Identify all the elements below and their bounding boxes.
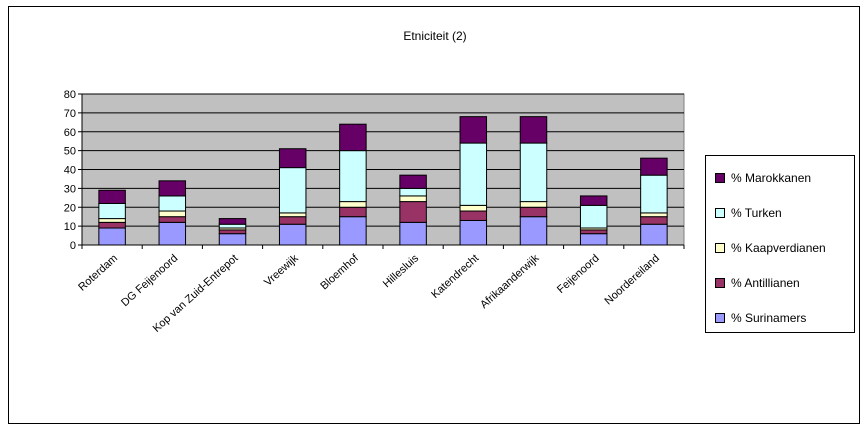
bar-segment (640, 223, 668, 246)
bar-segment (519, 216, 548, 246)
bar-segment (158, 221, 187, 246)
legend-swatch (715, 173, 725, 183)
bar-segment (459, 204, 488, 212)
bar-segment (579, 204, 608, 229)
bar-segment (339, 206, 367, 218)
y-tick-label: 50 (64, 146, 76, 158)
legend-item: % Antillianen (715, 275, 800, 291)
bar-segment (339, 216, 367, 246)
bar-segment (579, 195, 608, 206)
bar-segment (640, 174, 668, 214)
x-tick-label: Roterdam (76, 252, 120, 293)
legend-label: % Kaapverdianen (731, 241, 826, 255)
bar-segment (98, 202, 126, 220)
bar-segment (459, 219, 488, 246)
x-tick-label: Afrikaanderwijk (478, 252, 542, 311)
bar-segment (519, 201, 548, 208)
bar-segment (640, 212, 668, 218)
legend-label: % Turken (731, 206, 782, 220)
bar-segment (399, 201, 427, 223)
legend-swatch (715, 208, 725, 218)
y-tick-label: 30 (64, 183, 76, 195)
bar-segment (640, 216, 668, 225)
legend-swatch (715, 278, 725, 288)
bar-segment (218, 223, 247, 229)
bar-segment (339, 150, 367, 203)
legend-item: % Marokkanen (715, 170, 811, 186)
x-tick-label: Katendrecht (429, 252, 481, 301)
bar-segment (158, 216, 187, 223)
bar-segment (278, 148, 307, 169)
bar-segment (98, 221, 126, 229)
bar-segment (278, 216, 307, 225)
bar-segment (158, 195, 187, 212)
x-tick-label: DG Feijenoord (119, 252, 180, 309)
bar-segment (519, 116, 548, 144)
x-tick-label: Hillesluis (381, 252, 422, 290)
bar-segment (98, 227, 126, 246)
bar-segment (459, 210, 488, 221)
bar-segment (399, 187, 427, 197)
bar-segment (519, 206, 548, 218)
bar-segment (278, 223, 307, 246)
bar-segment (579, 233, 608, 246)
chart-title: Etniciteit (2) (403, 29, 467, 43)
x-tick-label: Noordereiland (603, 252, 662, 307)
legend-label: % Antillianen (731, 276, 800, 290)
bar-segment (459, 142, 488, 206)
bar-segment (158, 210, 187, 218)
bar-segment (218, 229, 247, 235)
bar-segment (399, 195, 427, 203)
legend-item: % Turken (715, 205, 782, 221)
legend-swatch (715, 313, 725, 323)
bar-segment (339, 201, 367, 208)
bar-segment (98, 218, 126, 223)
y-tick-label: 10 (64, 221, 76, 233)
y-tick-label: 80 (64, 89, 76, 101)
y-tick-label: 20 (64, 202, 76, 214)
y-tick-label: 40 (64, 165, 76, 177)
legend-item: % Kaapverdianen (715, 240, 826, 256)
legend-label: % Marokkanen (731, 171, 812, 185)
legend-item: % Surinamers (715, 310, 806, 326)
bar-segment (399, 221, 427, 246)
legend-label: % Surinamers (731, 311, 807, 325)
bar-segment (519, 142, 548, 203)
bar-segment (459, 116, 488, 144)
bar-segment (218, 233, 247, 246)
chart-legend: % Marokkanen % Turken % Kaapverdianen % Ant… (705, 155, 855, 333)
y-tick-label: 60 (64, 127, 76, 139)
bar-segment (218, 218, 247, 225)
legend-swatch (715, 243, 725, 253)
bar-segment (98, 189, 126, 204)
bar-segment (339, 123, 367, 152)
x-tick-label: Feijenoord (555, 252, 602, 296)
bar-segment (278, 167, 307, 214)
bar-segment (579, 229, 608, 235)
x-tick-label: Vreewijk (262, 252, 301, 289)
y-tick-label: 0 (70, 240, 76, 252)
x-tick-label: Bloemhof (318, 252, 361, 293)
bar-segment (158, 180, 187, 197)
bar-segment (278, 212, 307, 218)
bar-segment (399, 174, 427, 189)
y-tick-label: 70 (64, 108, 76, 120)
bar-segment (640, 157, 668, 176)
